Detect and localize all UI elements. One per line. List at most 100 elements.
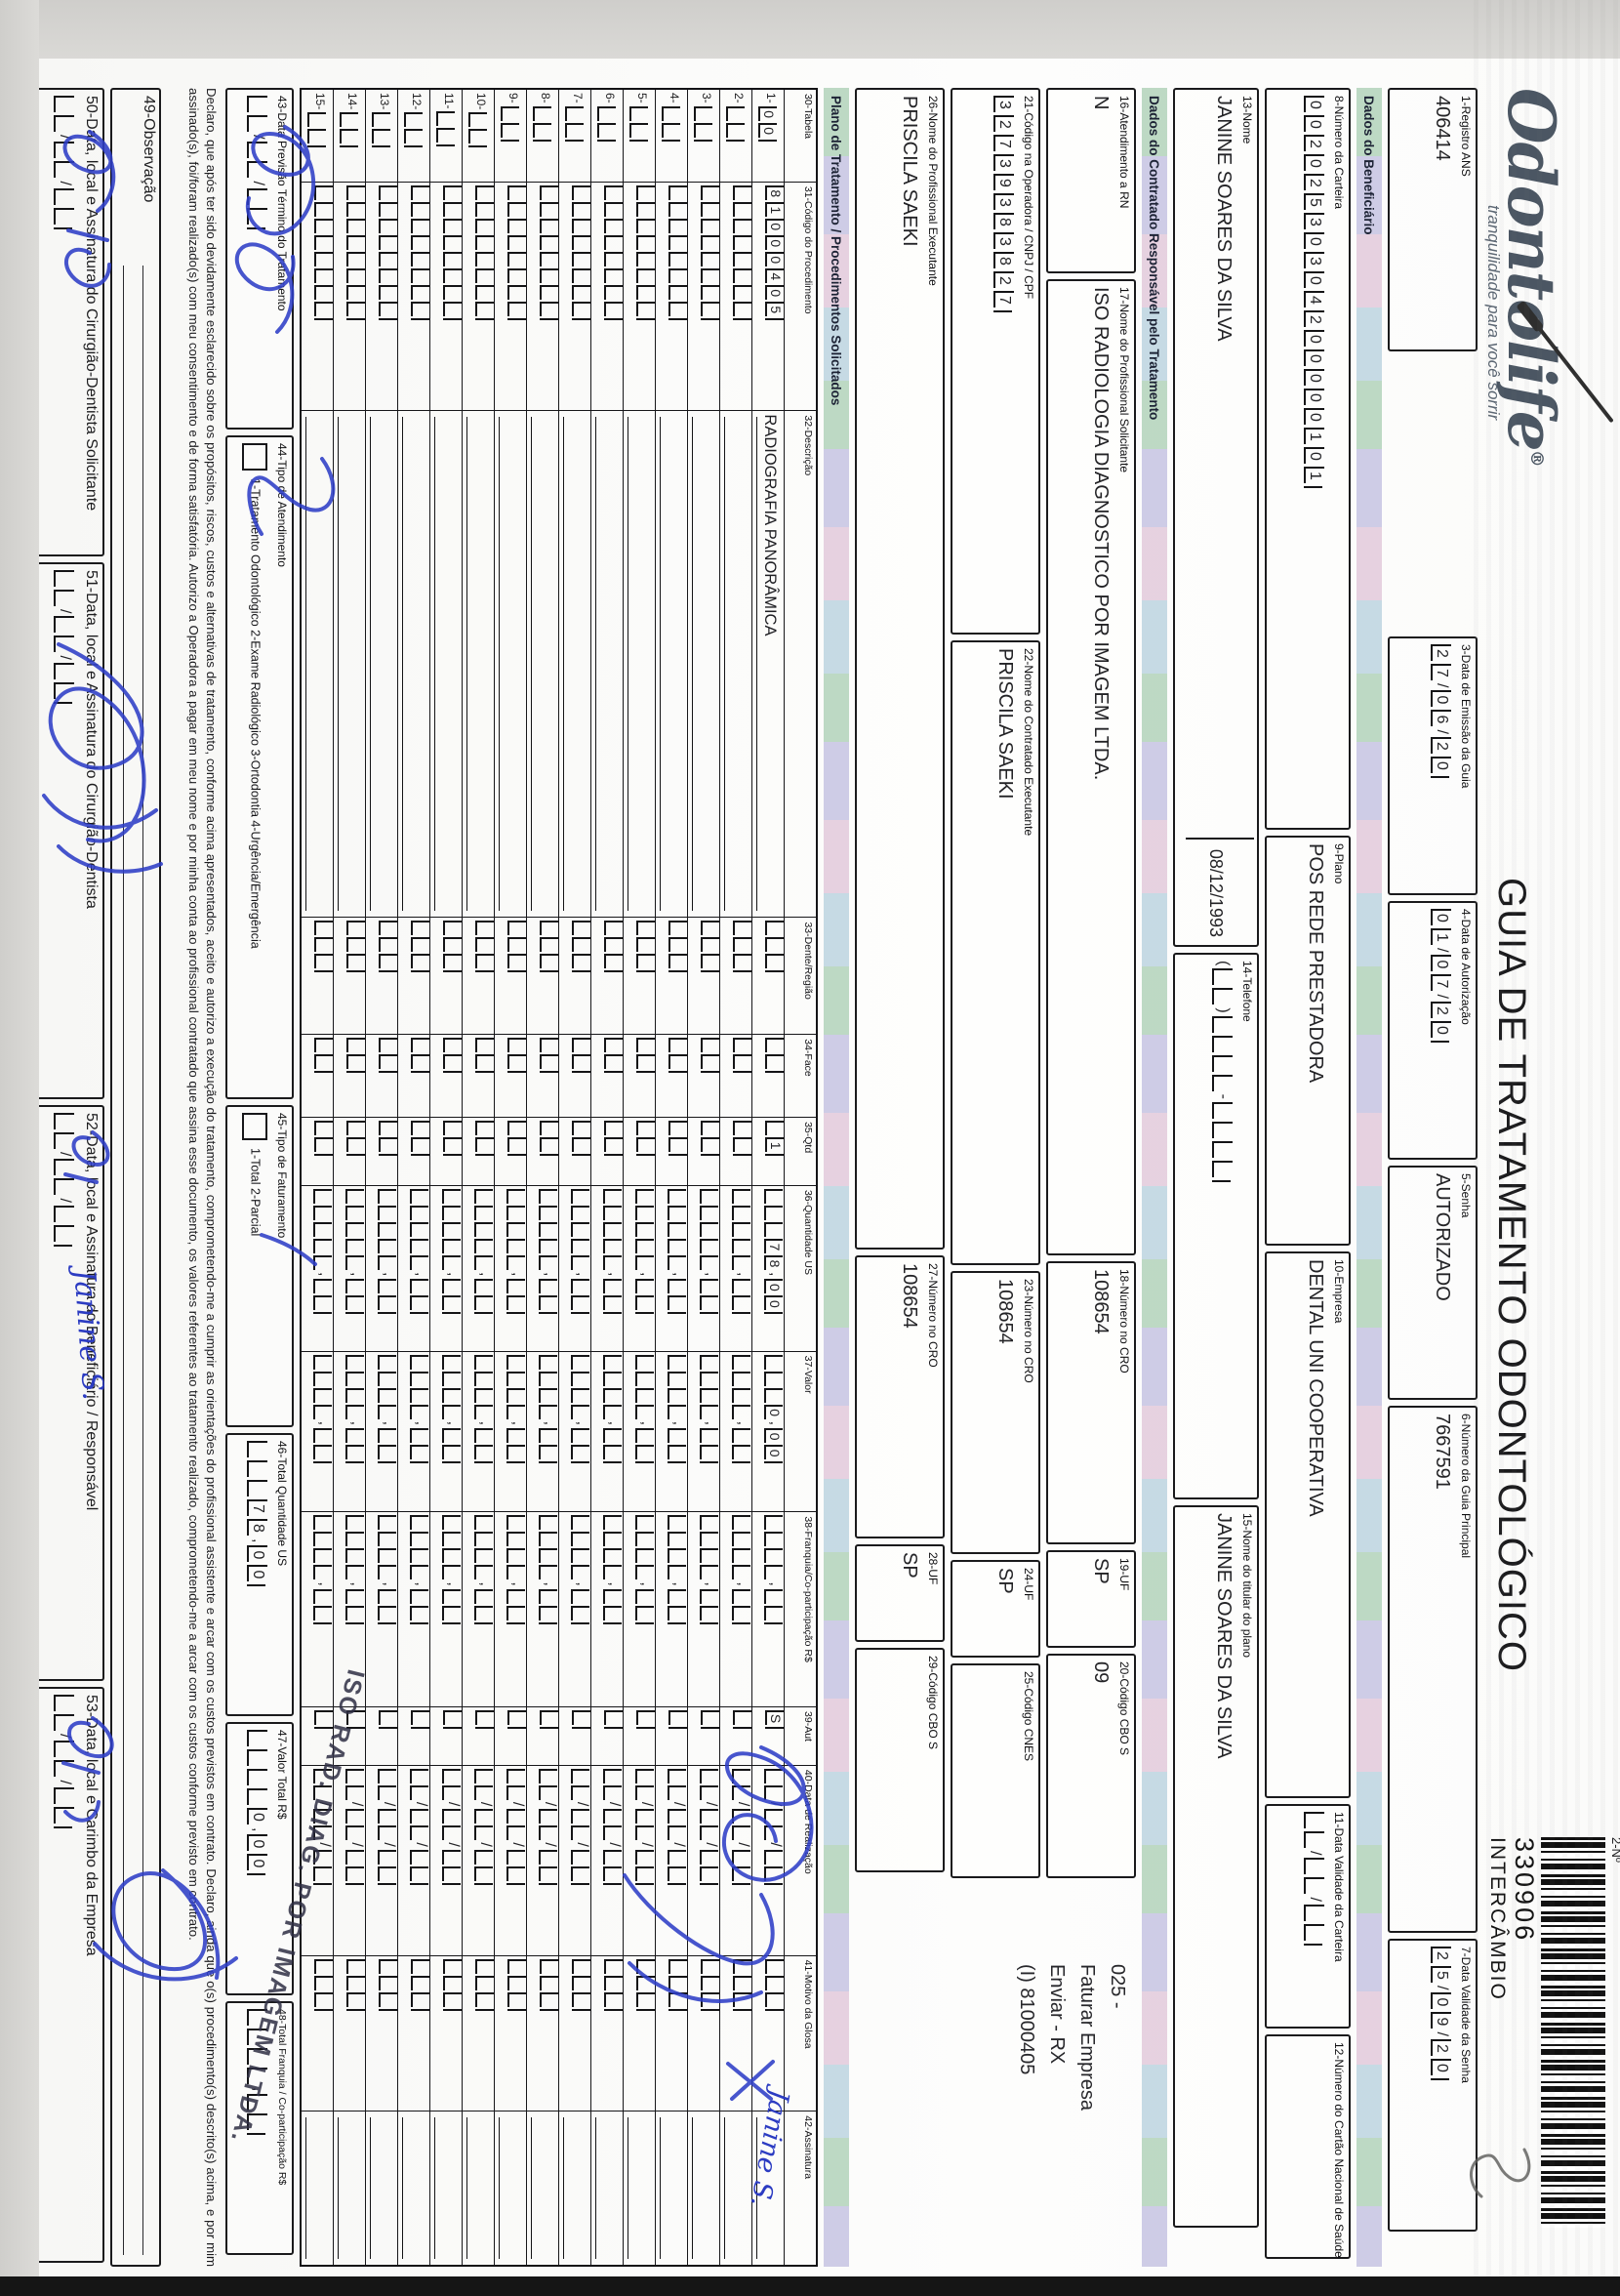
digit-cell	[1212, 1160, 1233, 1177]
table-cell-aut	[591, 1707, 623, 1766]
table-header-row: 30-Tabela 31-Código do Procedimento 32-Des…	[784, 90, 816, 2265]
digit-cell	[539, 1254, 557, 1270]
digit-cell	[636, 234, 655, 250]
digit-cell	[604, 1121, 623, 1136]
digit-cell	[636, 1975, 655, 1990]
digit-cell	[411, 954, 429, 969]
digit-cell: /	[381, 1801, 397, 1807]
table-cell-quant_us: ,	[527, 1185, 558, 1352]
digit-cell	[313, 1588, 332, 1604]
digit-cell	[765, 1991, 784, 2007]
table-cell-codigo	[656, 182, 687, 412]
digit-cell	[604, 970, 623, 973]
digit-cell	[410, 1849, 428, 1865]
digit-cell	[442, 1605, 461, 1620]
digit-cell	[733, 1071, 751, 1074]
digit-cell	[411, 1958, 429, 1974]
digit-cell	[506, 1387, 525, 1403]
digit-cell	[732, 1221, 750, 1237]
digit-cell	[539, 1371, 557, 1386]
digit-cell	[571, 1809, 589, 1824]
digit-cell	[1212, 1101, 1233, 1119]
table-cell-valor: ,	[495, 1351, 526, 1513]
digit-cell	[700, 1188, 718, 1204]
digit-cell	[404, 112, 423, 128]
table-cell-valor: ,	[559, 1351, 590, 1513]
digit-cell	[565, 105, 584, 121]
digit-cell	[340, 129, 358, 144]
digit-cell	[700, 1849, 718, 1865]
table-cell-valor: ,	[656, 1351, 687, 1513]
digit-cell: -	[1215, 1093, 1232, 1099]
table-cell-valor: ,	[366, 1351, 397, 1513]
digit-cell	[603, 1882, 622, 1885]
digit-cell	[411, 284, 429, 300]
digit-cell	[379, 970, 397, 973]
digit-cell	[345, 1461, 364, 1464]
table-cell-face	[559, 1035, 590, 1119]
digit-cell: (	[1215, 961, 1232, 966]
digit-cell	[539, 1387, 557, 1403]
digit-cell	[442, 1849, 461, 1865]
digit-cell	[668, 970, 687, 973]
table-row: 13- , , , / /	[365, 90, 397, 2265]
table-cell-face	[591, 1035, 623, 1119]
digit-cell: ,	[348, 1581, 365, 1586]
table-cell-qtd	[463, 1118, 494, 1186]
digit-cell	[314, 184, 333, 200]
digit-cell	[442, 1404, 461, 1419]
digit-cell	[314, 218, 333, 233]
table-cell-face	[334, 1035, 365, 1119]
digit-cell	[700, 1621, 718, 1624]
digit-cell	[475, 1710, 494, 1726]
digit-cell	[636, 267, 655, 283]
digit-cell	[442, 1621, 461, 1624]
digit-cell	[668, 1387, 686, 1403]
digit-cell: 3	[993, 232, 1014, 249]
table-cell-tabela: 3-	[688, 90, 719, 183]
table-cell-data: / /	[366, 1765, 397, 1956]
digit-cell	[732, 1809, 750, 1824]
digit-cell	[410, 1784, 428, 1800]
digit-cell	[442, 1445, 461, 1460]
digit-cell	[345, 1295, 364, 1311]
digit-cell	[764, 1532, 783, 1547]
table-row: 6- , , , / /	[590, 90, 623, 2265]
digit-cell	[410, 1354, 428, 1370]
digit-cell	[247, 115, 267, 132]
digit-cell: ,	[735, 1271, 751, 1277]
digit-cell: 2	[1304, 174, 1324, 190]
digit-cell	[733, 1975, 751, 1990]
table-cell-franquia: ,	[720, 1512, 751, 1708]
digit-cell	[733, 1958, 751, 1974]
digit-cell	[506, 1825, 525, 1841]
field-data-validade-senha: 7-Data Validade da Senha 25/09/20	[1388, 1939, 1478, 2232]
digit-cell	[442, 1588, 461, 1604]
digit-cell	[572, 937, 590, 953]
digit-cell	[346, 1071, 365, 1074]
digit-cell	[733, 251, 751, 266]
table-cell-tabela: 12-	[398, 90, 429, 183]
table-cell-valor: ,	[398, 1351, 429, 1513]
digit-cell: ,	[477, 1420, 494, 1426]
table-cell-aut	[688, 1707, 719, 1766]
digit-cell	[571, 1768, 589, 1784]
digit-cell: 0	[247, 1808, 267, 1824]
digit-cell	[701, 970, 719, 973]
digit-cell	[603, 1461, 622, 1464]
table-cell-tabela: 9-	[495, 90, 526, 183]
digit-cell	[700, 1768, 718, 1784]
digit-cell: ,	[509, 1581, 526, 1586]
digit-cell: /	[638, 1842, 655, 1847]
digit-cell	[379, 1727, 397, 1730]
table-cell-franquia: ,	[624, 1512, 655, 1708]
digit-cell	[346, 267, 365, 283]
digit-cell	[54, 1244, 72, 1247]
digit-cell	[539, 1295, 557, 1311]
table-cell-franquia: ,	[656, 1512, 687, 1708]
digit-cell	[475, 234, 494, 250]
digit-cell	[733, 1137, 751, 1153]
digit-cell	[764, 1548, 783, 1564]
digit-cell	[54, 1205, 74, 1222]
digit-cell	[474, 1221, 493, 1237]
